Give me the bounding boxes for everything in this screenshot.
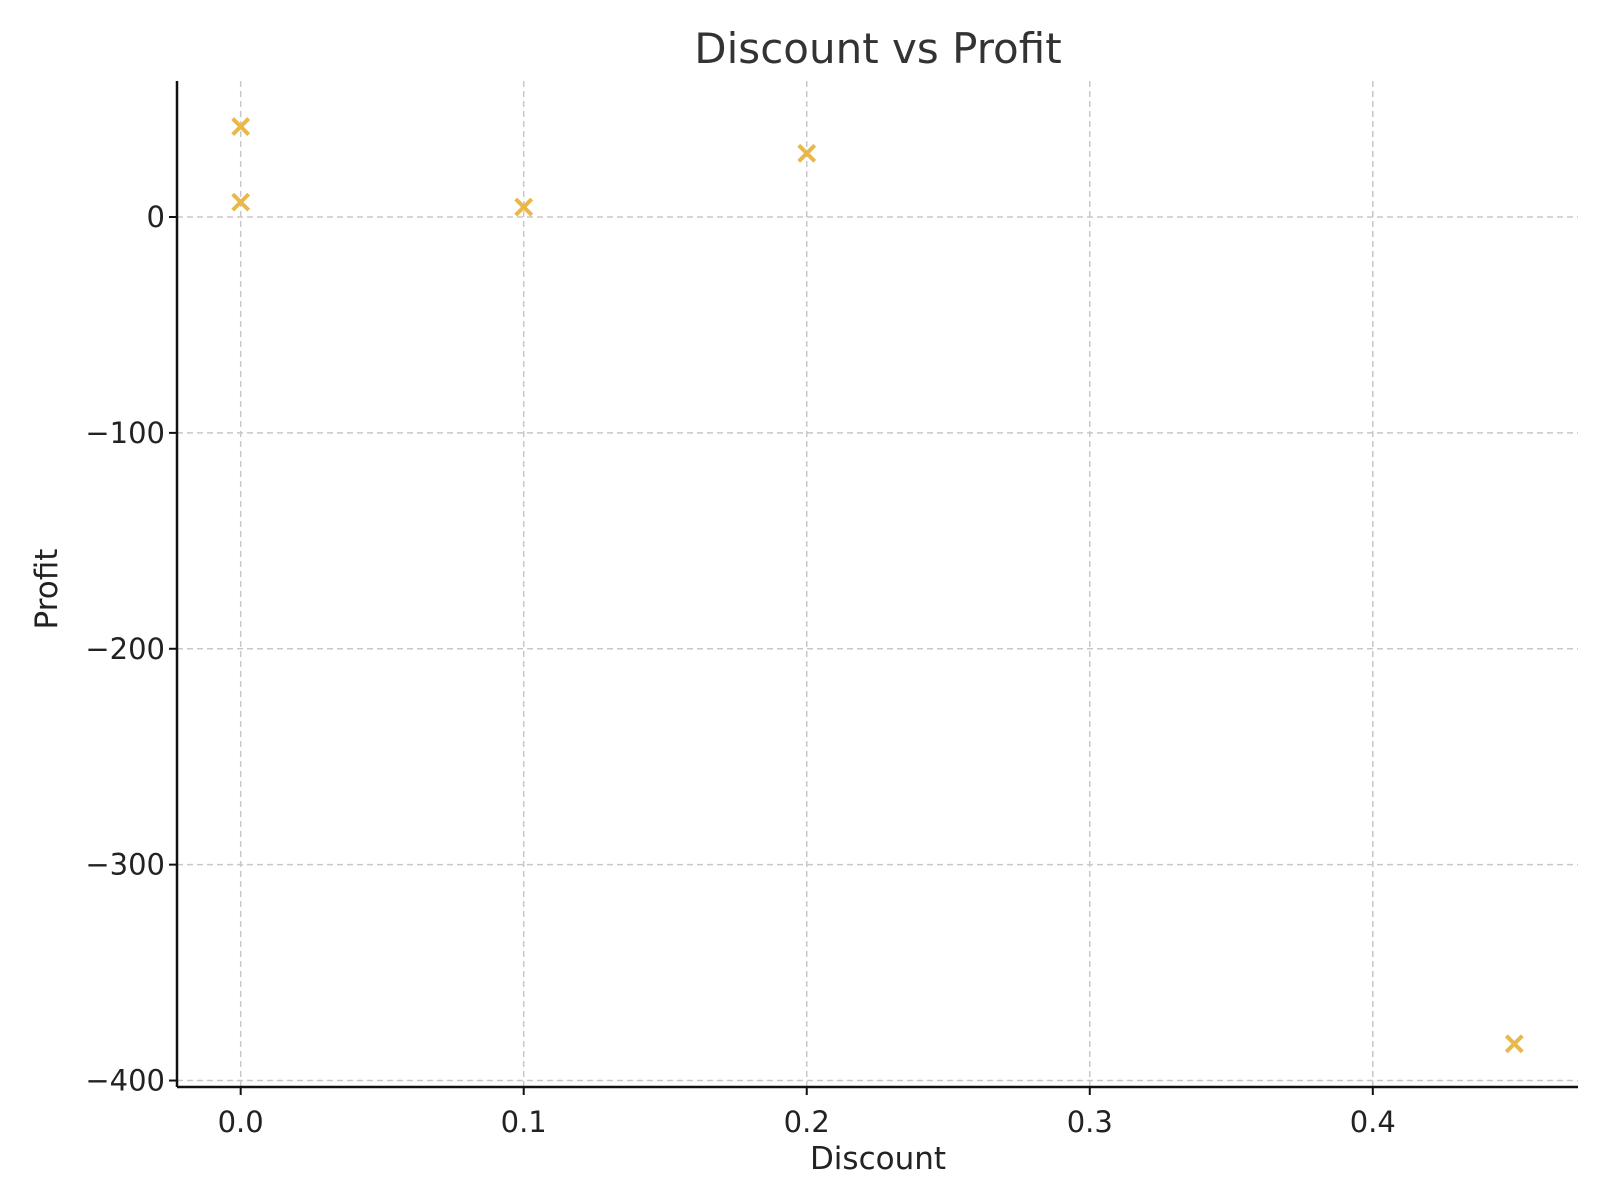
x-tick-label-1: 0.1 xyxy=(501,1105,547,1139)
data-point-4 xyxy=(1504,1034,1524,1054)
data-point-0 xyxy=(231,117,251,136)
y-axis-label: Profit xyxy=(29,549,65,630)
x-tick-label-4: 0.4 xyxy=(1350,1105,1396,1139)
data-point-2 xyxy=(514,197,534,217)
axes xyxy=(175,81,1578,1089)
y-tick-label-2: −200 xyxy=(85,632,165,666)
x-tick-label-2: 0.2 xyxy=(784,1105,830,1139)
grid xyxy=(177,81,1578,1087)
data-points xyxy=(231,117,1524,1054)
ticks: 0.0 0.1 0.2 0.3 0.4 0 −100 −200 −300 −400 xyxy=(85,200,1396,1139)
chart-title: Discount vs Profit xyxy=(694,24,1061,73)
x-tick-label-3: 0.3 xyxy=(1067,1105,1113,1139)
data-point-1 xyxy=(231,192,251,212)
x-tick-label-0: 0.0 xyxy=(218,1105,264,1139)
y-tick-label-1: −100 xyxy=(85,416,165,450)
y-tick-label-3: −300 xyxy=(85,848,165,882)
y-tick-label-0: 0 xyxy=(147,200,165,234)
y-tick-label-4: −400 xyxy=(85,1064,165,1098)
x-axis-label: Discount xyxy=(810,1141,946,1177)
data-point-3 xyxy=(797,143,817,163)
